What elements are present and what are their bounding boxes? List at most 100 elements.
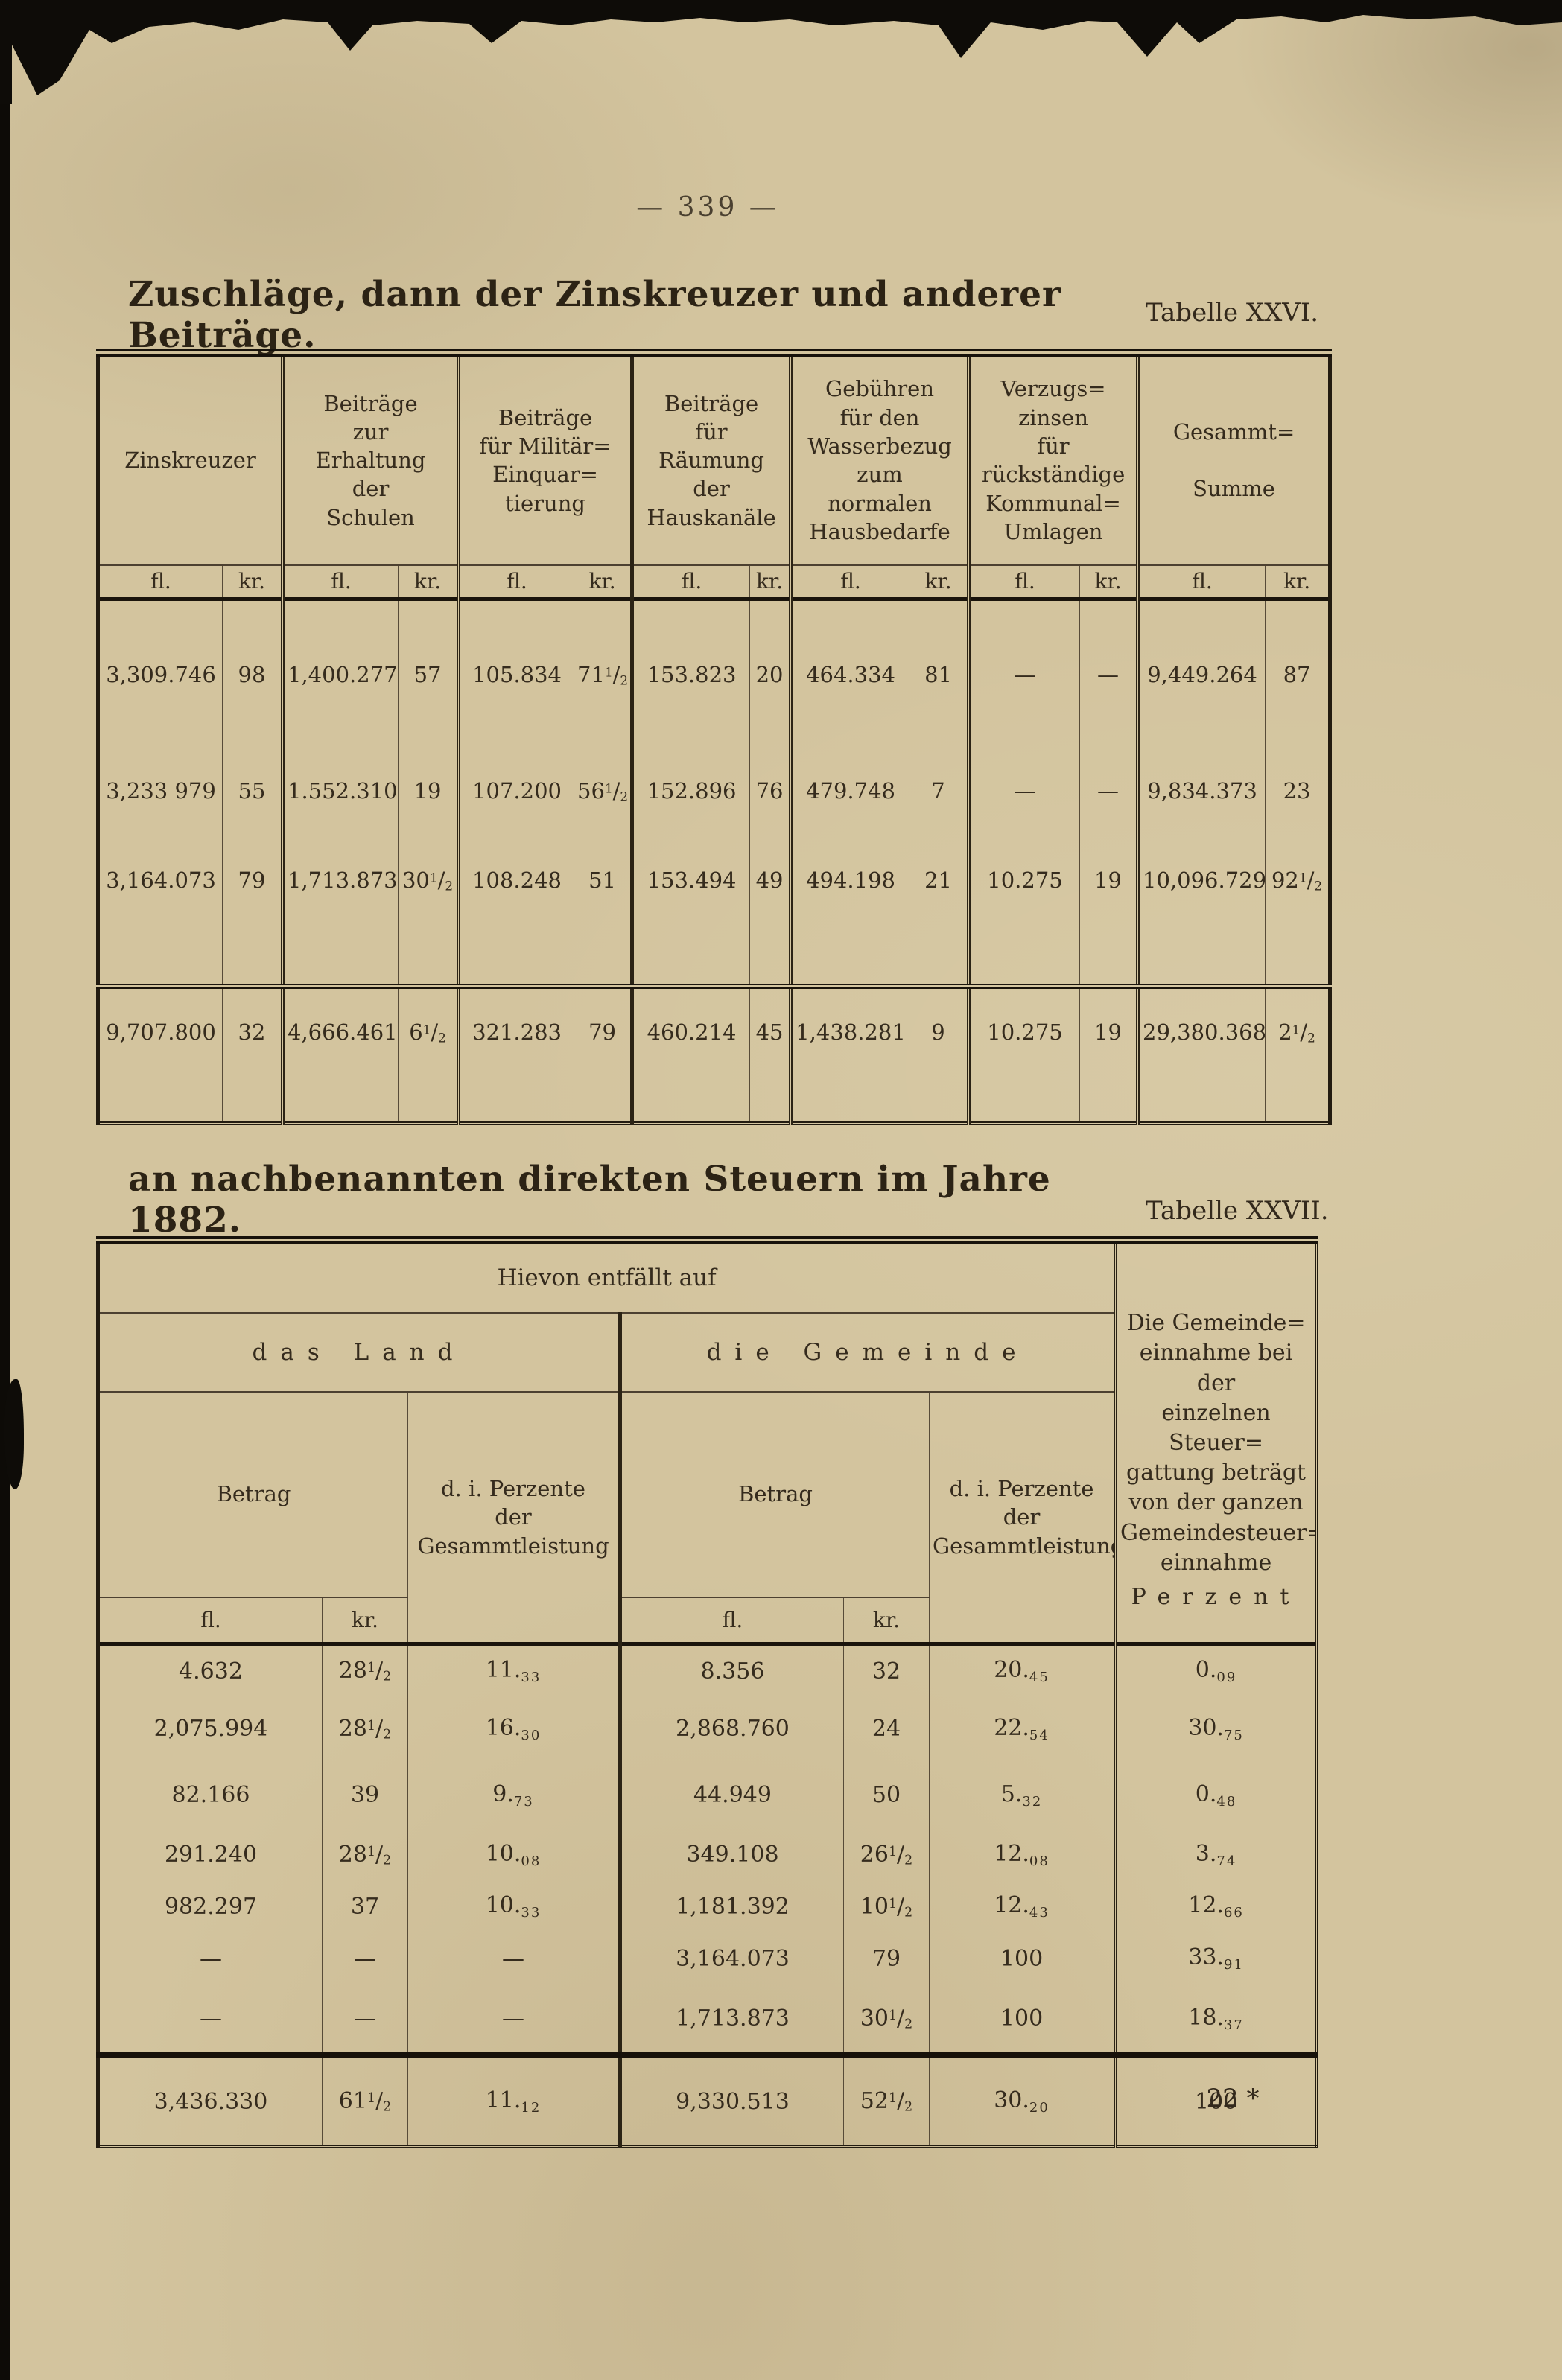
span-header: Hievon entfällt auf xyxy=(98,1240,1116,1314)
table-cell: 105.834 xyxy=(457,599,574,748)
table-cell xyxy=(630,926,750,989)
unit-label-fl: fl. xyxy=(1136,564,1266,601)
table-row: — — —3,164.073 79 100 33.91 xyxy=(98,1932,1317,1985)
table-cell: 100 xyxy=(928,1985,1116,2058)
table-row: 2,075.994 281/2 16.30 2,868.760 24 22.54 30.75 xyxy=(98,1696,1317,1762)
table-cell: 10.275 xyxy=(967,986,1080,1076)
table-cell: 1,400.277 xyxy=(281,599,399,748)
table-cell: 21/2 xyxy=(1265,986,1330,1076)
table-cell: 3,164.073 xyxy=(618,1932,844,1985)
table-cell: 19 xyxy=(398,748,459,834)
table-cell: 3,436.330 xyxy=(153,2088,268,2115)
unit-label-fl: fl. xyxy=(98,564,223,601)
table-cell: 79 xyxy=(843,1932,930,1985)
right-column-header-text: Die Gemeinde= einnahme bei der einzelnen… xyxy=(1120,1310,1317,1576)
table-cell: 1.552.310 xyxy=(281,748,399,834)
unit-label-kr: kr. xyxy=(843,1597,930,1646)
betrag-header: Betrag xyxy=(98,1391,408,1598)
table-cell: 2,075.994 xyxy=(153,1716,268,1743)
table-cell: 9 xyxy=(909,986,969,1076)
table-cell: 1,438.281 xyxy=(789,986,909,1076)
table-cell: — xyxy=(322,1985,408,2058)
table-cell: 0.48 xyxy=(1114,1761,1317,1829)
table-cell xyxy=(909,1075,969,1124)
unit-label-kr: kr. xyxy=(749,564,791,601)
table-cell xyxy=(457,1075,574,1124)
table-cell: 8.356 xyxy=(618,1644,844,1696)
table-row: 3,309.746 98 1,400.277 57 105.834 711/2 153.82… xyxy=(98,599,1330,748)
table-cell: 521/2 xyxy=(843,2055,930,2147)
table-cell: 51 xyxy=(574,833,632,927)
table-cell: 5.32 xyxy=(928,1761,1116,1829)
table-cell: 7 xyxy=(909,748,969,834)
table-cell xyxy=(221,926,283,989)
table-cell: 10.33 xyxy=(407,1880,620,1932)
table-cell: 301/2 xyxy=(843,1985,930,2058)
table-cell: 1,713.873 xyxy=(281,833,399,927)
table-cell: 611/2 xyxy=(322,2055,408,2147)
table-cell: 291.240 xyxy=(164,1842,258,1868)
table-cell: 30.20 xyxy=(928,2055,1116,2147)
table-cell: 61/2 xyxy=(398,986,459,1076)
table-cell xyxy=(967,1075,1080,1124)
table-cell: 3,164.073 xyxy=(106,868,216,893)
table-cell xyxy=(574,926,632,989)
table-row: 4.632 281/2 11.33 8.356 32 20.45 0.09 xyxy=(98,1644,1317,1696)
table-cell xyxy=(281,926,399,989)
table-cell: 24 xyxy=(843,1696,930,1762)
table-cell: 23 xyxy=(1265,748,1330,834)
unit-label-fl: fl. xyxy=(630,564,750,601)
table-cell: 12.08 xyxy=(928,1828,1116,1881)
right-column-header-perzent: Perzent xyxy=(1131,1583,1301,1610)
table-cell: 87 xyxy=(1265,599,1330,748)
table-cell: 81 xyxy=(909,599,969,748)
table-cell xyxy=(98,1076,223,1124)
table27-span-header-row: Hievon entfällt auf Die Gemeinde= einnah… xyxy=(98,1240,1317,1646)
table-cell xyxy=(789,926,909,989)
table-cell: 9,449.264 xyxy=(1136,599,1266,748)
table-cell: 152.896 xyxy=(630,748,750,834)
table-cell: 10,096.729 xyxy=(1136,833,1266,927)
table-cell xyxy=(749,1075,791,1124)
table-cell: 82.166 xyxy=(171,1782,250,1809)
page-number: — 339 — xyxy=(636,192,779,223)
table-cell: 9,834.373 xyxy=(1136,748,1266,834)
table-cell: 479.748 xyxy=(789,748,909,834)
column-header: Beiträge für Militär= Einquar= tierung xyxy=(457,352,632,566)
table-cell: 49 xyxy=(749,833,791,927)
unit-label-kr: kr. xyxy=(1079,564,1138,601)
table-cell: 3,233 979 xyxy=(106,778,216,804)
table-cell: 22.54 xyxy=(928,1696,1116,1762)
table-cell: 301/2 xyxy=(398,833,459,927)
table-cell: — xyxy=(1079,748,1138,834)
table-cell: 29,380.368 xyxy=(1136,986,1266,1076)
table-cell: 20.45 xyxy=(928,1644,1116,1696)
table-cell: — xyxy=(967,748,1080,834)
table27-label: Tabelle XXVII. xyxy=(1146,1196,1329,1226)
total-row: 9,707.800 32 4,666.461 61/2 321.283 79 460.214… xyxy=(98,986,1330,1076)
table-cell: 4,666.461 xyxy=(281,986,399,1076)
betrag-header: Betrag xyxy=(618,1391,930,1598)
table-cell: 11.12 xyxy=(407,2055,620,2147)
unit-label-kr: kr. xyxy=(1265,564,1330,601)
table-cell: 32 xyxy=(843,1644,930,1696)
table-cell: 101/2 xyxy=(843,1880,930,1932)
perzente-header: d. i. Perzente der Gesammtleistung xyxy=(928,1391,1116,1646)
column-header: Beiträge zur Erhaltung der Schulen xyxy=(281,352,459,566)
perzente-header: d. i. Perzente der Gesammtleistung xyxy=(407,1391,620,1646)
table-cell xyxy=(574,1075,632,1124)
table-cell: 711/2 xyxy=(574,599,632,748)
table27-subheader-row: Betrag d. i. Perzente der Gesammtleistun… xyxy=(98,1391,1317,1646)
unit-label-fl: fl. xyxy=(789,564,909,601)
table-cell: — xyxy=(1079,599,1138,748)
table-cell: 153.823 xyxy=(630,599,750,748)
table-cell: 19 xyxy=(1079,986,1138,1076)
table-row: 3,164.073 79 1,713.873 301/2 108.248 51 153.49… xyxy=(98,833,1330,927)
table-cell: 12.43 xyxy=(928,1880,1116,1932)
table-cell: — xyxy=(322,1932,408,1985)
table-cell: 18.37 xyxy=(1114,1985,1317,2058)
table27-unit-row: fl. kr. fl. kr. xyxy=(98,1597,1317,1646)
table-cell: — xyxy=(407,1985,620,2058)
table-cell: 21 xyxy=(909,833,969,927)
